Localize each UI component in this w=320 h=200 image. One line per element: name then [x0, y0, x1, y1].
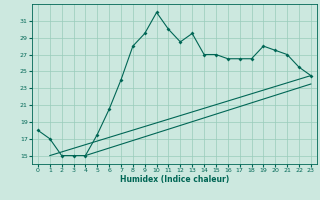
X-axis label: Humidex (Indice chaleur): Humidex (Indice chaleur) [120, 175, 229, 184]
